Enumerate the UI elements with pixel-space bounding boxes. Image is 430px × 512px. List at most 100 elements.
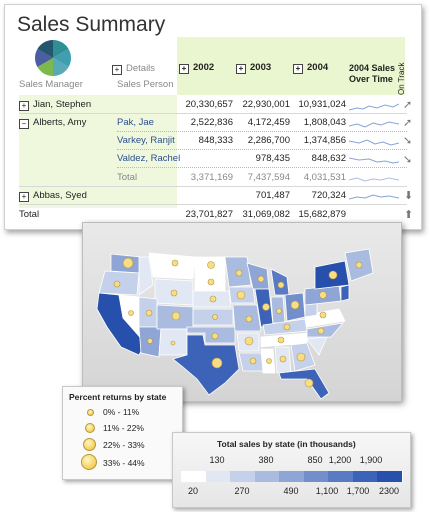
header-sales-manager: Sales Manager bbox=[19, 79, 83, 90]
row-manager-abbas[interactable]: + Abbas, Syed bbox=[19, 190, 87, 202]
sales-legend-bottom-label: 490 bbox=[283, 486, 299, 496]
cell-valdez-2004: 848,632 bbox=[311, 153, 346, 164]
us-map-canvas bbox=[96, 248, 374, 400]
bubble-ny bbox=[328, 270, 338, 280]
sales-manager-pie-chart bbox=[35, 40, 71, 76]
row-person-varkey[interactable]: Varkey, Ranjit bbox=[117, 135, 175, 146]
sparkline-varkey bbox=[349, 139, 399, 146]
us-sales-map bbox=[82, 222, 402, 402]
row-divider bbox=[19, 186, 407, 187]
cell-subtotal-2003: 7,437,594 bbox=[247, 172, 290, 183]
cell-varkey-2002: 848,333 bbox=[198, 135, 233, 146]
sales-legend-title: Total sales by state (in thousands) bbox=[217, 439, 356, 449]
bubble-ks bbox=[212, 314, 218, 320]
bubble-wy bbox=[170, 289, 178, 297]
sparkline-pak bbox=[349, 121, 399, 128]
bubble-nd bbox=[207, 261, 215, 269]
row-divider bbox=[117, 167, 407, 168]
header-year-2002[interactable]: +2002 bbox=[179, 62, 214, 74]
sales-legend-bottom-label: 1,100 bbox=[315, 486, 339, 496]
arrow-up-icon: ⬆ bbox=[404, 209, 414, 221]
bubble-fl bbox=[304, 378, 314, 388]
row-manager-jian[interactable]: + Jian, Stephen bbox=[19, 99, 91, 111]
row-total-label: Total bbox=[19, 209, 40, 220]
sales-legend: Total sales by state (in thousands) 130 … bbox=[172, 432, 411, 508]
header-year-2004[interactable]: +2004 bbox=[293, 62, 328, 74]
state-new-jersey bbox=[340, 284, 350, 302]
sparkline-jian bbox=[349, 103, 399, 111]
sales-color-swatch bbox=[230, 471, 256, 482]
state-texas bbox=[172, 334, 240, 396]
pie-slice bbox=[37, 40, 53, 58]
returns-item-4: 33% - 44% bbox=[103, 458, 145, 468]
bubble-az bbox=[147, 338, 153, 344]
returns-legend-title: Percent returns by state bbox=[69, 392, 167, 402]
sales-legend-bottom-label: 20 bbox=[187, 486, 199, 496]
returns-legend: Percent returns by state 0% - 11% 11% - … bbox=[62, 386, 183, 480]
pie-slices bbox=[35, 40, 71, 76]
sales-color-swatch bbox=[303, 471, 329, 482]
pie-slice bbox=[35, 49, 53, 67]
bubble-tn bbox=[277, 336, 285, 344]
state-idaho bbox=[138, 256, 154, 296]
bubble-al bbox=[279, 355, 287, 363]
bubble-mo bbox=[245, 315, 253, 323]
bubble-mi bbox=[277, 281, 285, 289]
cell-abbas-2004: 720,324 bbox=[311, 190, 346, 201]
sparkline-subtotal bbox=[349, 177, 399, 182]
header-year-2003[interactable]: +2003 bbox=[236, 62, 271, 74]
bubble-oh bbox=[290, 300, 300, 310]
state-montana bbox=[148, 252, 196, 280]
cell-valdez-2003: 978,435 bbox=[255, 153, 290, 164]
pie-slice bbox=[37, 58, 53, 76]
arrow-down-right-icon: ➘ bbox=[403, 154, 413, 166]
report-title: Sales Summary bbox=[17, 13, 166, 36]
row-divider bbox=[19, 113, 407, 114]
bubble-nv bbox=[128, 310, 134, 316]
bubble-la bbox=[249, 357, 257, 365]
cell-jian-2002: 20,330,657 bbox=[185, 99, 233, 110]
bubble-sd bbox=[207, 278, 215, 286]
row-person-pak[interactable]: Pak, Jae bbox=[117, 117, 154, 128]
cell-pak-2004: 1,808,043 bbox=[303, 117, 346, 128]
pie-slice bbox=[53, 49, 71, 67]
header-year-band bbox=[177, 37, 405, 95]
bubble-va bbox=[319, 311, 327, 319]
cell-pak-2003: 4,172,459 bbox=[247, 117, 290, 128]
cell-varkey-2004: 1,374,856 bbox=[303, 135, 346, 146]
collapse-row-icon: − bbox=[19, 119, 29, 129]
sales-color-swatch bbox=[377, 471, 403, 482]
arrow-up-right-icon: ➚ bbox=[403, 117, 413, 129]
bubble-size-icon-1 bbox=[87, 409, 94, 416]
sales-legend-bottom-label: 1,700 bbox=[346, 486, 370, 496]
cell-subtotal-2002: 3,371,169 bbox=[190, 172, 233, 183]
sales-color-swatch bbox=[352, 471, 378, 482]
bubble-co bbox=[171, 311, 181, 321]
expand-details-icon: + bbox=[112, 65, 122, 75]
sales-legend-top-label: 1,900 bbox=[359, 455, 383, 465]
cell-total-2002: 23,701,827 bbox=[185, 209, 233, 220]
expand-2004-icon: + bbox=[293, 64, 303, 74]
bubble-ok bbox=[211, 332, 219, 340]
row-divider bbox=[117, 131, 407, 132]
sales-legend-top-label: 380 bbox=[258, 455, 274, 465]
cell-total-2004: 15,682,879 bbox=[298, 209, 346, 220]
sales-summary-report: Sales Summary Sales Manager + Details Sal… bbox=[4, 4, 422, 230]
sales-color-swatch bbox=[279, 471, 305, 482]
cell-varkey-2003: 2,286,700 bbox=[247, 135, 290, 146]
header-details-toggle[interactable]: + Details bbox=[112, 63, 155, 75]
bubble-ia bbox=[236, 290, 246, 300]
row-person-valdez[interactable]: Valdez, Rachel bbox=[117, 153, 181, 164]
arrow-up-right-icon: ➚ bbox=[403, 99, 413, 111]
row-manager-alberts[interactable]: − Alberts, Amy bbox=[19, 117, 86, 129]
bubble-pa bbox=[319, 291, 327, 299]
sales-color-swatch bbox=[254, 471, 280, 482]
bubble-ga bbox=[296, 352, 306, 362]
row-divider bbox=[117, 149, 407, 150]
returns-bubbles bbox=[113, 257, 363, 388]
sparkline-valdez bbox=[349, 157, 399, 164]
arrow-down-right-icon: ➘ bbox=[403, 135, 413, 147]
sales-legend-top-label: 850 bbox=[307, 455, 323, 465]
state-florida bbox=[278, 368, 330, 400]
header-sales-person: Sales Person bbox=[117, 79, 174, 90]
